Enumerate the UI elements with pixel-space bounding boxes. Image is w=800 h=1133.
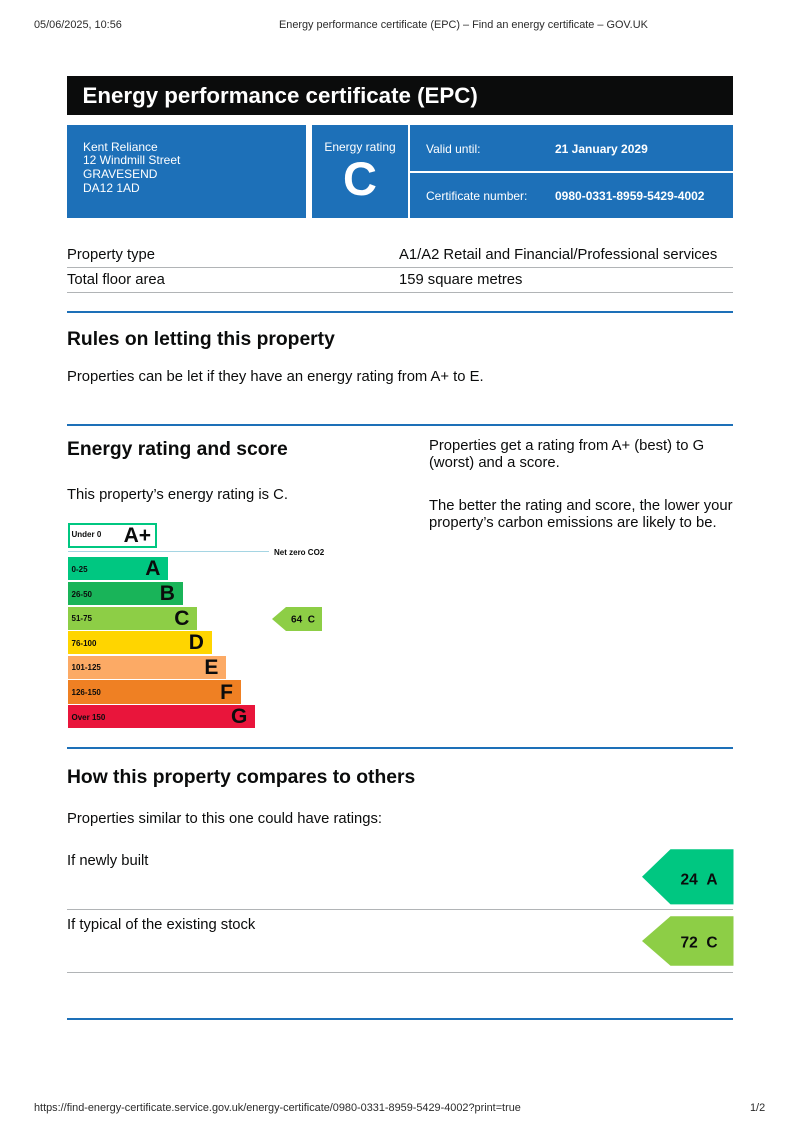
svg-text:64 C: 64 C bbox=[291, 614, 315, 625]
svg-text:24 A: 24 A bbox=[680, 871, 717, 888]
svg-text:72 C: 72 C bbox=[680, 934, 717, 951]
